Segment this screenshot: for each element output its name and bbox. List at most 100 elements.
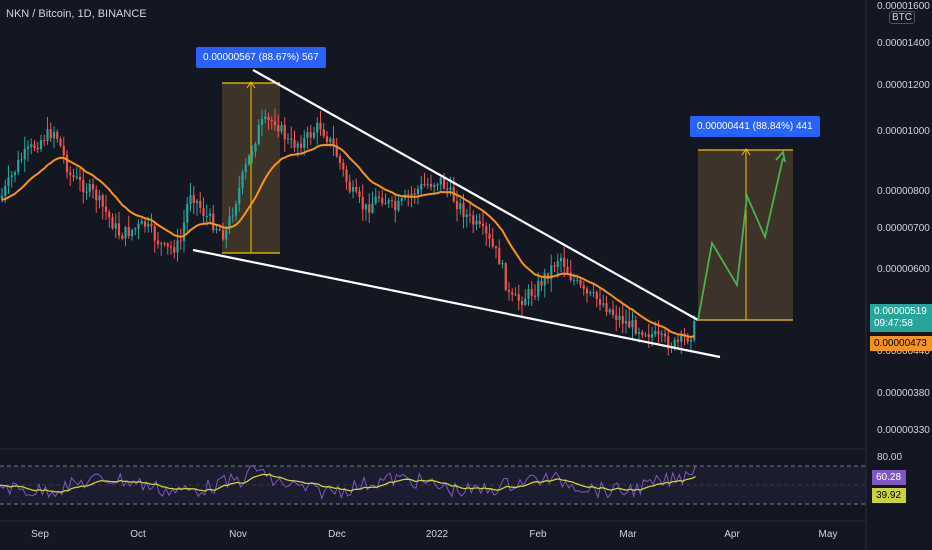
candle-body (156, 240, 160, 245)
candle-body (361, 196, 364, 210)
candle-body (98, 195, 101, 201)
candle-body (624, 320, 628, 324)
candle-body (231, 215, 234, 217)
candle-body (546, 273, 550, 279)
candle-body (494, 246, 498, 249)
time-label: Oct (130, 529, 146, 540)
ema-value-badge: 0.00000473 (870, 336, 932, 351)
candle-body (43, 139, 46, 141)
time-label: 2022 (425, 529, 449, 540)
candle-body (423, 184, 426, 186)
candle-body (316, 122, 319, 133)
candle-body (179, 240, 182, 242)
candle-body (241, 172, 244, 188)
candle-body (264, 116, 267, 120)
projection-path[interactable] (697, 157, 784, 321)
candle-body (465, 214, 468, 218)
time-label: May (818, 529, 838, 540)
candle-body (433, 185, 436, 187)
rsi-value-badge: 60.28 (872, 470, 906, 485)
time-label: Mar (619, 529, 637, 540)
candle-body (254, 144, 257, 152)
candle-body (208, 213, 212, 216)
candle-body (628, 320, 631, 328)
currency-unit-button[interactable]: BTC (889, 11, 915, 24)
candle-body (530, 289, 533, 296)
candle-body (23, 148, 26, 160)
candle-body (212, 213, 215, 231)
candle-body (686, 336, 689, 342)
price-label: 0.00000330 (877, 425, 930, 436)
candle-body (225, 229, 228, 240)
candle-body (559, 257, 563, 262)
candle-body (117, 223, 121, 236)
candle-body (524, 298, 527, 305)
candle-body (381, 197, 384, 204)
candle-body (550, 265, 553, 279)
candlestick-series (0, 108, 696, 356)
candle-body (641, 332, 644, 335)
candle-body (618, 315, 621, 320)
candle-body (140, 221, 143, 224)
candle-body (394, 200, 397, 211)
candle-body (426, 184, 429, 186)
candle-body (566, 267, 569, 273)
candle-body (52, 132, 56, 139)
lower-trendline[interactable] (192, 248, 721, 359)
candle-body (205, 215, 208, 217)
candle-body (277, 125, 280, 132)
candle-body (520, 300, 524, 305)
candle-body (4, 185, 7, 196)
candle-body (608, 309, 611, 313)
candle-body (260, 119, 264, 125)
rsi-line (0, 465, 696, 500)
candle-body (592, 292, 595, 294)
candle-body (602, 303, 605, 305)
candle-body (644, 334, 647, 336)
candle-body (273, 120, 277, 126)
rsi-axis-label: 80.00 (877, 452, 903, 463)
candle-body (147, 223, 150, 227)
candle-body (104, 206, 108, 212)
candle-body (234, 203, 238, 216)
candle-body (130, 230, 134, 237)
candle-body (13, 172, 17, 176)
candle-body (143, 221, 147, 227)
candle-body (124, 226, 127, 239)
candle-body (189, 194, 192, 204)
candle-body (10, 175, 13, 178)
candle-body (283, 125, 286, 140)
candle-body (335, 145, 338, 157)
candle-body (65, 155, 69, 173)
candle-body (82, 179, 85, 193)
candle-body (498, 248, 501, 264)
price-label: 0.00000600 (877, 264, 930, 275)
candle-body (384, 203, 387, 205)
candle-body (111, 217, 114, 229)
candle-body (169, 246, 173, 248)
candle-body (312, 132, 316, 138)
candle-body (345, 169, 348, 182)
candle-body (247, 155, 251, 165)
candle-body (420, 184, 423, 190)
candle-body (348, 181, 351, 192)
candle-body (166, 243, 169, 247)
upper-trendline[interactable] (252, 69, 699, 321)
candle-body (134, 228, 137, 231)
candle-body (501, 263, 504, 265)
candle-body (611, 309, 615, 315)
candle-body (507, 289, 511, 293)
candle-body (407, 194, 410, 196)
candle-body (576, 279, 579, 281)
candle-body (390, 200, 394, 202)
candle-body (33, 144, 36, 148)
rsi-ma-line (0, 473, 696, 493)
candle-body (673, 339, 676, 348)
candle-body (410, 193, 413, 196)
candle-body (358, 191, 361, 197)
candle-body (319, 122, 322, 130)
time-label: Dec (328, 529, 346, 540)
candle-body (589, 292, 592, 294)
candle-body (101, 195, 104, 207)
